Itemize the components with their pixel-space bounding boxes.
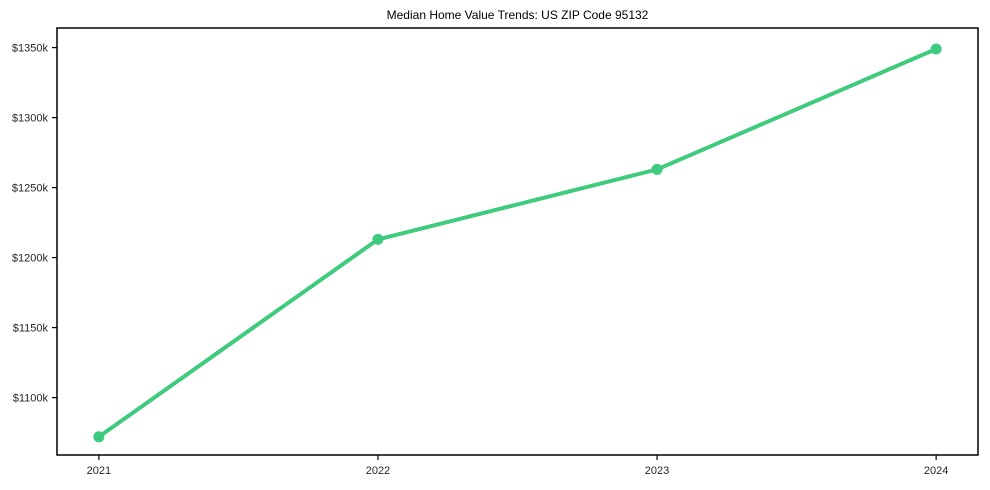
- data-point-marker: [651, 163, 663, 175]
- chart-title: Median Home Value Trends: US ZIP Code 95…: [386, 8, 649, 22]
- x-axis-tick-label: 2021: [87, 465, 111, 477]
- y-axis-tick-label: $1300k: [12, 113, 49, 125]
- x-axis-tick-label: 2022: [366, 465, 390, 477]
- y-axis-tick-label: $1350k: [12, 43, 49, 55]
- x-axis-tick-label: 2023: [645, 465, 669, 477]
- y-axis-tick-label: $1250k: [12, 183, 49, 195]
- x-axis-tick-label: 2024: [924, 465, 948, 477]
- y-axis-tick-label: $1100k: [13, 393, 49, 405]
- plot-border: [56, 27, 979, 456]
- y-axis-tick-label: $1150k: [13, 323, 49, 335]
- data-point-marker: [930, 43, 942, 55]
- y-axis-tick-label: $1200k: [12, 253, 49, 265]
- data-point-marker: [372, 233, 384, 245]
- data-point-marker: [93, 431, 105, 443]
- trend-line: [96, 47, 939, 439]
